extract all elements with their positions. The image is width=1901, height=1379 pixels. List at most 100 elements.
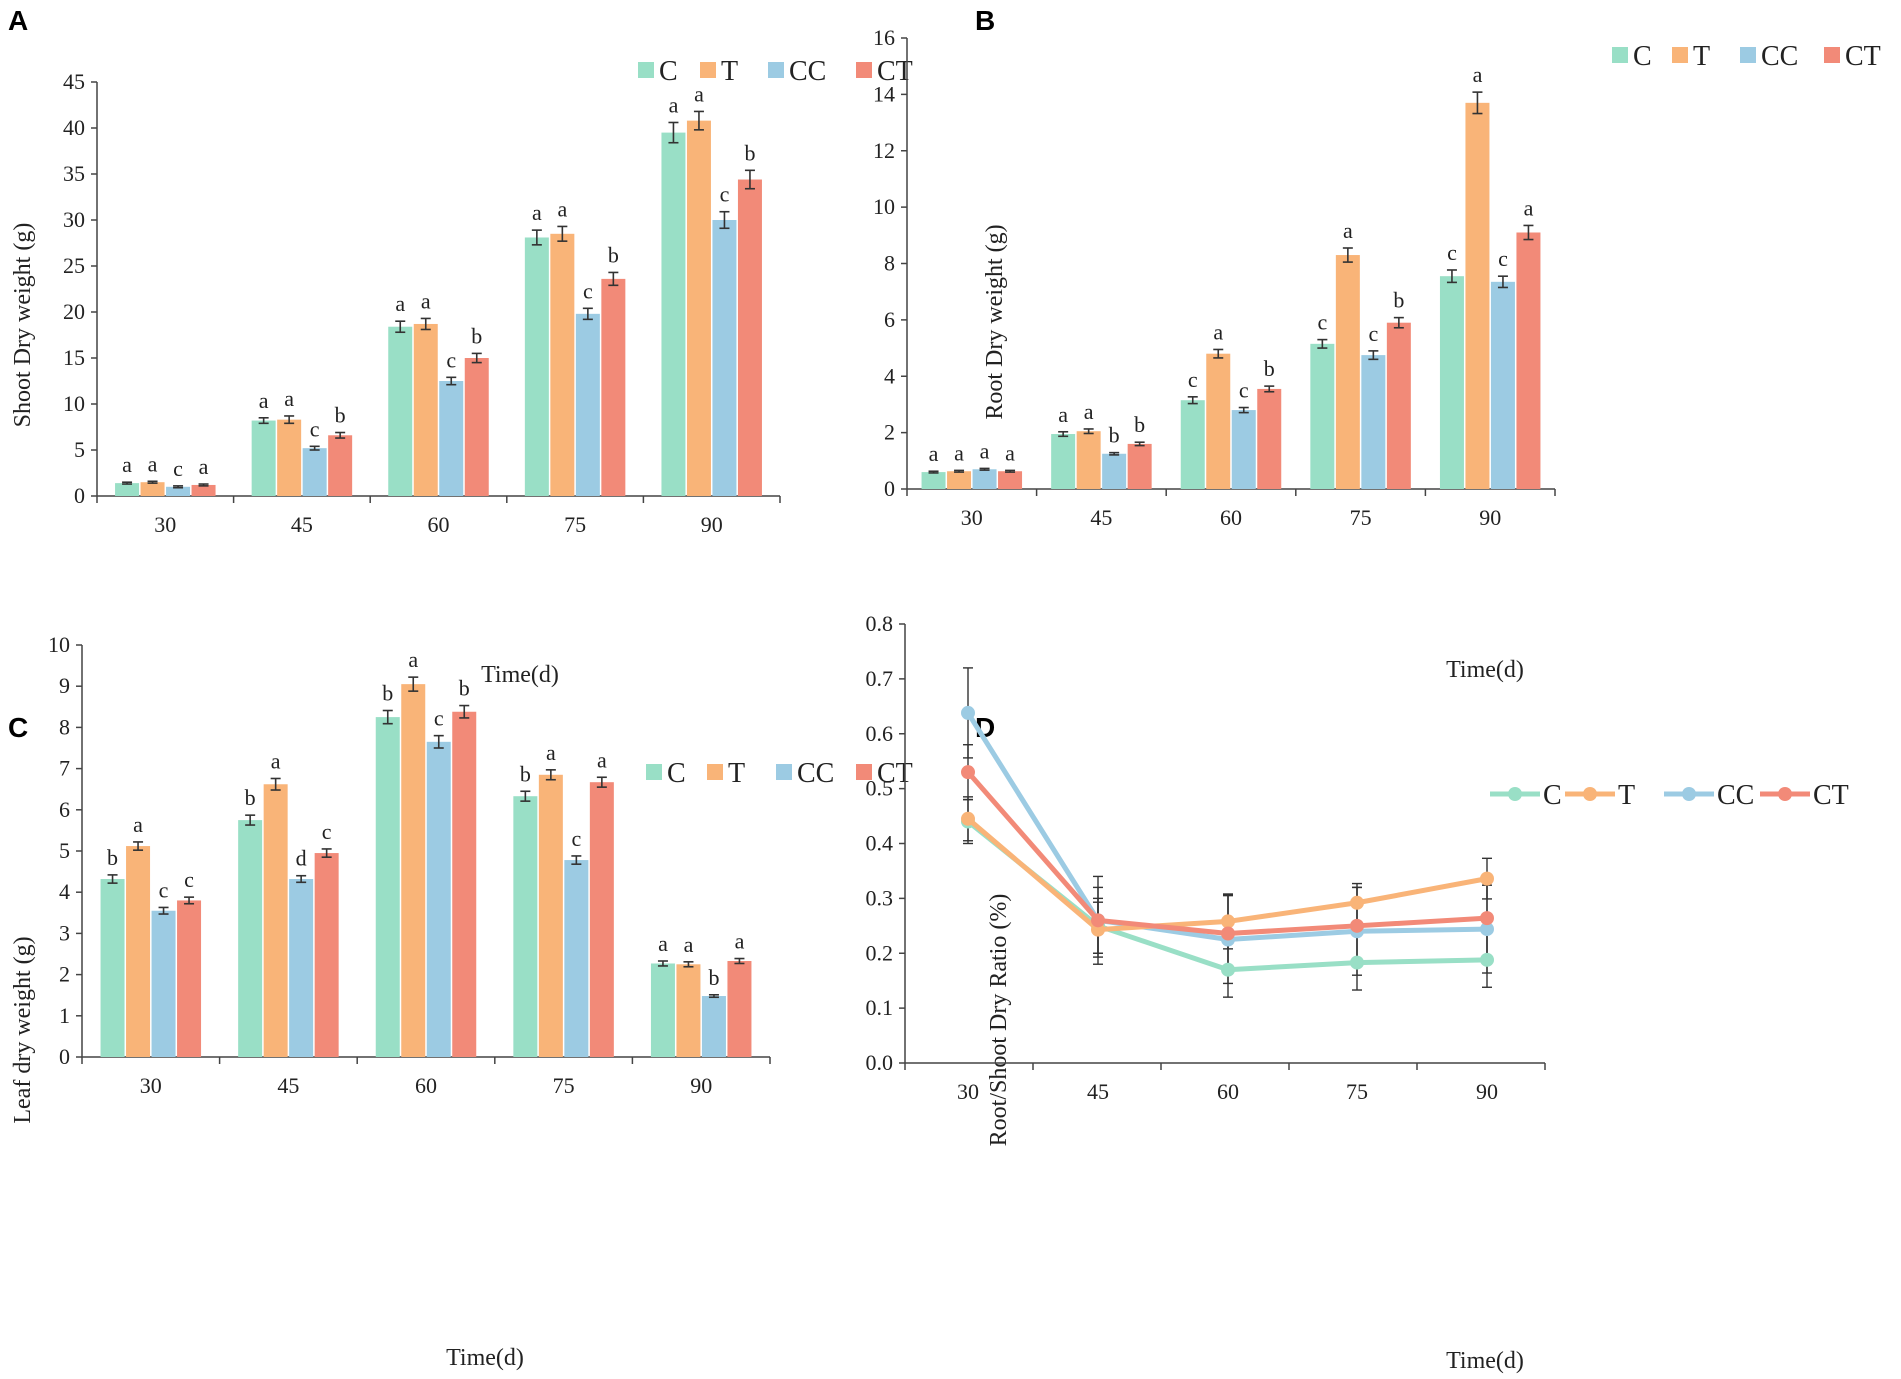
panel-a-y-tick-label: 0 bbox=[74, 483, 85, 508]
panel-c-significance-label-ct: c bbox=[322, 819, 332, 844]
panel-a-bar-cc bbox=[712, 220, 737, 496]
panel-b-legend-swatch-ct bbox=[1824, 47, 1840, 63]
panel-b-bar-t bbox=[1206, 353, 1231, 489]
panel-b-bar-ct bbox=[1257, 388, 1282, 489]
panel-b-bar-c bbox=[1310, 343, 1335, 489]
panel-c-bar-c bbox=[650, 963, 675, 1057]
panel-c-bar-t bbox=[538, 774, 563, 1057]
panel-c-y-tick-label: 7 bbox=[59, 756, 70, 781]
panel-c-y-tick-label: 0 bbox=[59, 1044, 70, 1069]
panel-c-bar-ct bbox=[452, 711, 477, 1057]
panel-c-legend-swatch-cc bbox=[776, 764, 792, 780]
panel-b-bar-t bbox=[947, 471, 972, 489]
panel-d-x-tick-label: 45 bbox=[1087, 1079, 1109, 1104]
panel-a-significance-label-ct: b bbox=[335, 403, 346, 428]
panel-c-bar-cc bbox=[151, 910, 176, 1057]
panel-d-y-tick-label: 0.6 bbox=[866, 721, 894, 746]
panel-b-bar-ct bbox=[998, 471, 1023, 489]
panel-b-bar-cc bbox=[1490, 281, 1515, 489]
panel-c-significance-label-ct: a bbox=[735, 929, 745, 954]
panel-b-bar-cc bbox=[1361, 355, 1386, 489]
panel-b-significance-label-t: a bbox=[1213, 319, 1223, 344]
panel-c-y-tick-label: 4 bbox=[59, 879, 70, 904]
panel-c-significance-label-c: a bbox=[658, 931, 668, 956]
panel-d-y-tick-label: 0.1 bbox=[866, 995, 894, 1020]
panel-b-significance-label-c: a bbox=[929, 441, 939, 466]
panel-b-bar-cc bbox=[1231, 410, 1256, 489]
panel-c-significance-label-ct: c bbox=[184, 867, 194, 892]
panel-c-significance-label-t: a bbox=[684, 932, 694, 957]
panel-a-bar-cc bbox=[575, 313, 600, 496]
panel-b-x-tick-label: 45 bbox=[1090, 505, 1112, 530]
panel-c-y-tick-label: 3 bbox=[59, 920, 70, 945]
panel-a-bar-t bbox=[413, 323, 438, 496]
panel-c-bar-cc bbox=[426, 741, 451, 1057]
panel-c-x-tick-label: 60 bbox=[415, 1073, 437, 1098]
panel-c-x-tick-label: 75 bbox=[553, 1073, 575, 1098]
panel-d-legend-marker-cc bbox=[1682, 787, 1696, 801]
panel-b-significance-label-ct: b bbox=[1264, 356, 1275, 381]
panel-a-legend-swatch-c bbox=[638, 62, 654, 78]
panel-a-significance-label-c: a bbox=[259, 388, 269, 413]
panel-b-bar-t bbox=[1335, 255, 1360, 489]
panel-c-legend-label-cc: CC bbox=[797, 758, 834, 789]
panel-a-significance-label-ct: b bbox=[744, 140, 755, 165]
panel-d-x-tick-label: 75 bbox=[1346, 1079, 1368, 1104]
panel-c-significance-label-cc: d bbox=[296, 846, 307, 871]
panel-d-x-tick-label: 30 bbox=[957, 1079, 979, 1104]
panel-a-y-tick-label: 10 bbox=[63, 391, 85, 416]
panel-b-y-tick-label: 12 bbox=[873, 138, 895, 163]
panel-c-y-axis-title: Leaf dry weight (g) bbox=[10, 936, 36, 1123]
panel-c: C Leaf dry weight (g) Time(d) C T CC CT 012… bbox=[8, 632, 913, 1371]
panel-a-y-tick-label: 25 bbox=[63, 253, 85, 278]
panel-b-legend-label-ct: CT bbox=[1845, 41, 1881, 72]
panel-a-significance-label-ct: a bbox=[199, 454, 209, 479]
panel-a-letter: A bbox=[8, 5, 28, 36]
panel-c-significance-label-ct: a bbox=[597, 747, 607, 772]
panel-c-legend-swatch-t bbox=[707, 764, 723, 780]
panel-c-legend-label-c: C bbox=[667, 758, 686, 789]
panel-d-y-tick-label: 0.8 bbox=[866, 611, 894, 636]
panel-c-y-tick-label: 1 bbox=[59, 1003, 70, 1028]
panel-c-bar-cc bbox=[564, 860, 589, 1057]
panel-a-significance-label-cc: c bbox=[310, 416, 320, 441]
panel-a-x-tick-label: 60 bbox=[428, 512, 450, 537]
panel-d-x-tick-label: 90 bbox=[1476, 1079, 1498, 1104]
panel-d-legend-marker-c bbox=[1508, 787, 1522, 801]
panel-a-legend-swatch-ct bbox=[856, 62, 872, 78]
panel-b-bar-cc bbox=[1102, 453, 1127, 489]
panel-c-bar-ct bbox=[314, 853, 339, 1057]
panel-d-legend-label-cc: CC bbox=[1717, 780, 1754, 811]
panel-a-legend-swatch-t bbox=[700, 62, 716, 78]
panel-d-y-axis-title: Root/Shoot Dry Ratio (%) bbox=[986, 894, 1012, 1147]
panel-a-bar-t bbox=[277, 419, 302, 496]
panel-b-y-tick-label: 4 bbox=[884, 363, 895, 388]
panel-a-y-axis-title: Shoot Dry weight (g) bbox=[10, 223, 36, 428]
panel-a-significance-label-ct: b bbox=[471, 323, 482, 348]
panel-a-x-axis-title: Time(d) bbox=[481, 662, 559, 688]
panel-c-significance-label-ct: b bbox=[459, 676, 470, 701]
panel-a-legend-swatch-cc bbox=[768, 62, 784, 78]
panel-b-significance-label-ct: b bbox=[1134, 412, 1145, 437]
panel-b-bar-c bbox=[1439, 276, 1464, 489]
panel-c-significance-label-cc: c bbox=[571, 826, 581, 851]
panel-b-bar-c bbox=[1051, 434, 1076, 489]
panel-c-legend-swatch-ct bbox=[856, 764, 872, 780]
panel-b-bar-t bbox=[1465, 102, 1490, 490]
panel-b-significance-label-cc: c bbox=[1239, 378, 1249, 403]
panel-c-bar-cc bbox=[701, 996, 726, 1057]
panel-c-significance-label-cc: c bbox=[434, 706, 444, 731]
panel-c-bar-c bbox=[513, 796, 538, 1057]
panel-b-bar-ct bbox=[1386, 322, 1411, 489]
panel-a-significance-label-cc: c bbox=[720, 182, 730, 207]
panel-a-y-tick-label: 15 bbox=[63, 345, 85, 370]
panel-d-legend-marker-t bbox=[1583, 787, 1597, 801]
panel-a-bar-cc bbox=[166, 486, 191, 496]
panel-c-bar-ct bbox=[589, 782, 614, 1057]
panel-d-data-point-ct bbox=[1091, 913, 1105, 928]
panel-a-bar-c bbox=[115, 483, 140, 496]
panel-d-data-point-t bbox=[1480, 871, 1494, 886]
panel-d-data-point-c bbox=[1480, 952, 1494, 967]
panel-c-significance-label-t: a bbox=[271, 748, 281, 773]
